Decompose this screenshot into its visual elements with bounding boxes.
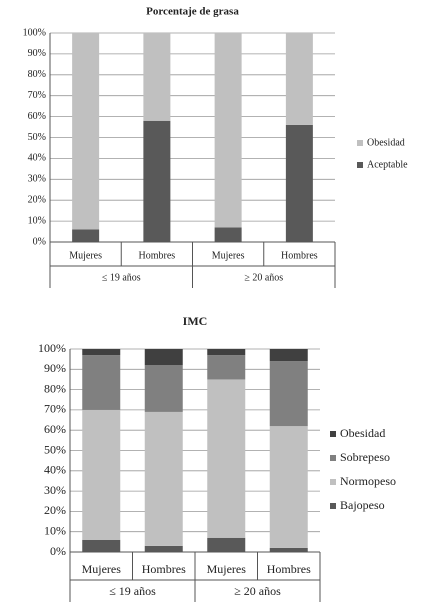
legend-label: Obesidad bbox=[340, 426, 385, 440]
bar-segment bbox=[144, 545, 183, 552]
bar-segment bbox=[143, 120, 171, 242]
y-tick-label: 40% bbox=[44, 463, 66, 477]
y-tick-label: 90% bbox=[44, 361, 66, 375]
bar-segment bbox=[143, 33, 171, 121]
bar-segment bbox=[269, 349, 308, 362]
x-tick-label: Mujeres bbox=[82, 562, 122, 576]
bar-segment bbox=[207, 349, 246, 356]
y-tick-label: 80% bbox=[44, 381, 66, 395]
y-tick-label: 0% bbox=[50, 544, 66, 558]
y-tick-label: 70% bbox=[44, 402, 66, 416]
bar-segment bbox=[72, 229, 100, 242]
bar-segment bbox=[144, 365, 183, 412]
y-tick-label: 100% bbox=[38, 341, 66, 355]
x-tick-label: Hombres bbox=[267, 562, 311, 576]
chart-title: Porcentaje de grasa bbox=[146, 6, 239, 18]
group-label: ≥ 20 años bbox=[234, 584, 281, 598]
y-tick-label: 10% bbox=[28, 215, 46, 226]
bar-segment bbox=[144, 411, 183, 546]
legend-swatch bbox=[330, 479, 336, 485]
legend-label: Bajopeso bbox=[340, 498, 385, 512]
bar-segment bbox=[72, 33, 100, 230]
bar-segment bbox=[269, 547, 308, 552]
group-label: ≤ 19 años bbox=[109, 584, 156, 598]
bar-segment bbox=[82, 539, 121, 552]
bar-segment bbox=[207, 537, 246, 552]
y-tick-label: 60% bbox=[44, 422, 66, 436]
bar-segment bbox=[214, 33, 242, 228]
bar-segment bbox=[269, 361, 308, 427]
bar-segment bbox=[285, 33, 313, 125]
legend-swatch bbox=[357, 162, 363, 168]
legend-label: Sobrepeso bbox=[340, 450, 390, 464]
y-tick-label: 30% bbox=[28, 174, 46, 185]
y-tick-label: 20% bbox=[44, 503, 66, 517]
y-tick-label: 60% bbox=[28, 111, 46, 122]
legend-swatch bbox=[330, 503, 336, 509]
bar-segment bbox=[82, 355, 121, 410]
bar-segment bbox=[207, 379, 246, 538]
chart-title: IMC bbox=[183, 314, 208, 328]
legend-swatch bbox=[357, 140, 363, 146]
legend-label: Normopeso bbox=[340, 474, 396, 488]
y-tick-label: 0% bbox=[33, 236, 46, 247]
legend-label: Obesidad bbox=[367, 137, 405, 148]
x-tick-label: Mujeres bbox=[69, 250, 102, 261]
bar-segment bbox=[285, 124, 313, 242]
y-tick-label: 20% bbox=[28, 194, 46, 205]
bar-segment bbox=[269, 426, 308, 548]
y-tick-label: 90% bbox=[28, 48, 46, 59]
group-label: ≤ 19 años bbox=[102, 272, 141, 283]
y-tick-label: 80% bbox=[28, 69, 46, 80]
y-tick-label: 50% bbox=[28, 132, 46, 143]
y-tick-label: 10% bbox=[44, 523, 66, 537]
legend-swatch bbox=[330, 431, 336, 437]
y-tick-label: 70% bbox=[28, 90, 46, 101]
bar-segment bbox=[82, 349, 121, 356]
x-tick-label: Hombres bbox=[281, 250, 318, 261]
legend-swatch bbox=[330, 455, 336, 461]
bar-segment bbox=[82, 409, 121, 540]
x-tick-label: Hombres bbox=[142, 562, 186, 576]
x-tick-label: Mujeres bbox=[207, 562, 247, 576]
y-tick-label: 50% bbox=[44, 442, 66, 456]
legend-label: Aceptable bbox=[367, 159, 408, 170]
bar-segment bbox=[207, 355, 246, 380]
x-tick-label: Mujeres bbox=[212, 250, 245, 261]
group-label: ≥ 20 años bbox=[244, 272, 283, 283]
y-tick-label: 40% bbox=[28, 153, 46, 164]
x-tick-label: Hombres bbox=[139, 250, 176, 261]
y-tick-label: 100% bbox=[23, 27, 46, 38]
bar-segment bbox=[144, 349, 183, 366]
bar-segment bbox=[214, 227, 242, 242]
y-tick-label: 30% bbox=[44, 483, 66, 497]
